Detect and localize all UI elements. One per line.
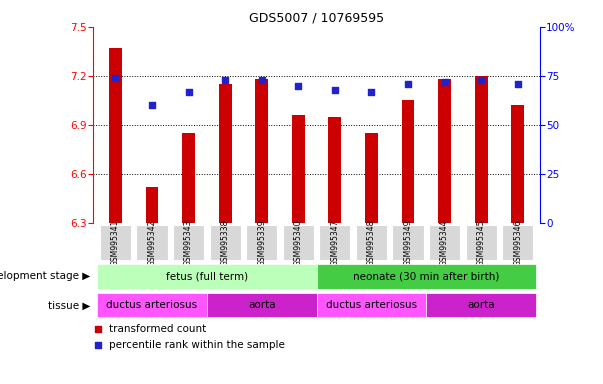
Bar	[402, 100, 414, 223]
Bar	[356, 225, 387, 260]
Point	[476, 77, 486, 83]
Text: GSM995341: GSM995341	[111, 220, 120, 266]
Point	[513, 81, 523, 87]
Point	[440, 79, 449, 85]
Point	[403, 81, 413, 87]
Bar	[210, 225, 241, 260]
Bar	[136, 225, 168, 260]
Point	[257, 77, 267, 83]
Point	[220, 77, 230, 83]
Point	[352, 132, 362, 138]
Bar	[255, 79, 268, 223]
Bar	[320, 225, 350, 260]
Bar	[429, 225, 460, 260]
Bar	[207, 293, 317, 318]
Text: GSM995338: GSM995338	[221, 220, 230, 266]
Text: GSM995339: GSM995339	[257, 220, 266, 266]
Text: GDS5007 / 10769595: GDS5007 / 10769595	[249, 12, 384, 25]
Bar	[219, 84, 232, 223]
Point	[110, 75, 120, 81]
Text: fetus (full term): fetus (full term)	[166, 271, 248, 281]
Bar	[109, 48, 122, 223]
Bar	[475, 76, 488, 223]
Bar	[182, 133, 195, 223]
Text: GSM995342: GSM995342	[148, 220, 157, 266]
Point	[367, 88, 376, 94]
Bar	[246, 225, 277, 260]
Text: GSM995346: GSM995346	[513, 220, 522, 266]
Bar	[283, 225, 314, 260]
Bar	[365, 133, 378, 223]
Text: GSM995345: GSM995345	[476, 220, 485, 266]
Bar	[329, 117, 341, 223]
Text: GSM995349: GSM995349	[403, 220, 412, 266]
Bar	[393, 225, 423, 260]
Text: ductus arteriosus: ductus arteriosus	[106, 300, 198, 310]
Bar	[100, 225, 131, 260]
Text: GSM995348: GSM995348	[367, 220, 376, 266]
Bar	[97, 293, 207, 318]
Text: GSM995343: GSM995343	[184, 220, 193, 266]
Bar	[438, 79, 451, 223]
Bar	[97, 265, 317, 289]
Bar	[511, 105, 524, 223]
Bar	[466, 225, 497, 260]
Text: GSM995340: GSM995340	[294, 220, 303, 266]
Bar	[292, 115, 305, 223]
Text: aorta: aorta	[467, 300, 495, 310]
Point	[147, 102, 157, 108]
Bar	[317, 293, 426, 318]
Bar	[145, 187, 159, 223]
Text: ductus arteriosus: ductus arteriosus	[326, 300, 417, 310]
Text: neonate (30 min after birth): neonate (30 min after birth)	[353, 271, 499, 281]
Bar	[173, 225, 204, 260]
Text: development stage ▶: development stage ▶	[0, 271, 90, 281]
Bar	[317, 265, 536, 289]
Point	[184, 88, 194, 94]
Point	[352, 271, 362, 278]
Text: GSM995344: GSM995344	[440, 220, 449, 266]
Text: aorta: aorta	[248, 300, 276, 310]
Point	[294, 83, 303, 89]
Text: GSM995347: GSM995347	[330, 220, 339, 266]
Text: percentile rank within the sample: percentile rank within the sample	[109, 339, 285, 349]
Bar	[502, 225, 533, 260]
Bar	[426, 293, 536, 318]
Text: transformed count: transformed count	[109, 324, 206, 334]
Point	[330, 86, 339, 93]
Text: tissue ▶: tissue ▶	[48, 300, 90, 310]
